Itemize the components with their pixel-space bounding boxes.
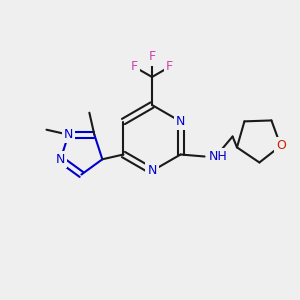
Text: N: N: [56, 153, 65, 166]
Text: F: F: [166, 61, 173, 74]
Text: NH: NH: [208, 150, 227, 163]
Text: N: N: [64, 128, 73, 141]
Text: N: N: [147, 164, 157, 178]
Text: F: F: [131, 61, 138, 74]
Text: N: N: [176, 115, 185, 128]
Text: O: O: [276, 139, 286, 152]
Text: F: F: [148, 50, 156, 64]
